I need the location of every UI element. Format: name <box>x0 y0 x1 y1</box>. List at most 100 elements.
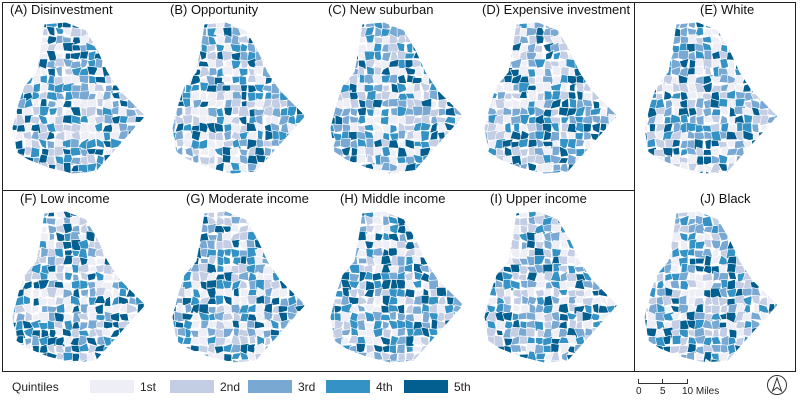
census-tract <box>533 58 547 69</box>
census-tract <box>452 41 464 55</box>
census-tract <box>502 22 515 29</box>
census-tract <box>330 214 336 228</box>
census-tract <box>582 35 595 46</box>
census-tract <box>567 22 577 30</box>
census-tract <box>104 361 115 363</box>
census-tract <box>617 278 618 291</box>
census-tract <box>330 22 336 29</box>
census-tract <box>237 35 250 44</box>
census-tract <box>582 215 594 228</box>
census-tract <box>435 76 448 86</box>
census-tract <box>172 162 177 174</box>
census-tract <box>494 51 506 63</box>
census-tract <box>287 146 298 156</box>
census-tract <box>694 42 706 53</box>
census-tract <box>134 98 146 109</box>
census-tract <box>576 34 585 46</box>
census-tract <box>598 162 611 174</box>
census-tract <box>757 334 770 346</box>
census-tract <box>272 352 281 363</box>
census-tract <box>231 319 240 329</box>
census-tract <box>339 50 350 61</box>
census-tract <box>101 211 114 219</box>
census-tract <box>765 288 778 299</box>
census-tract <box>421 240 430 249</box>
census-tract <box>460 59 464 68</box>
census-tract <box>342 22 353 29</box>
census-tract <box>239 22 251 30</box>
census-tract <box>574 239 586 252</box>
census-tract <box>783 42 790 54</box>
census-tract <box>332 164 344 174</box>
census-tract <box>174 321 184 329</box>
census-tract <box>303 130 306 141</box>
census-tract <box>303 211 306 219</box>
census-tract <box>765 123 778 133</box>
census-tract <box>598 25 610 38</box>
census-tract <box>182 337 193 345</box>
census-tract <box>645 318 658 331</box>
census-tract <box>654 43 666 52</box>
census-tract <box>136 351 144 363</box>
census-tract <box>662 170 674 174</box>
census-tract <box>405 335 414 348</box>
census-tract <box>332 49 344 62</box>
census-tract <box>615 215 618 228</box>
census-tract <box>248 361 257 363</box>
census-tract <box>223 353 233 362</box>
panel-title: (C) New suburban <box>328 2 434 17</box>
census-tract <box>396 304 405 315</box>
legend-title: Quintiles <box>12 380 59 394</box>
census-tract <box>605 319 617 331</box>
census-tract <box>573 22 585 30</box>
census-tract <box>150 92 158 100</box>
census-tract <box>444 337 457 346</box>
census-tract <box>553 286 561 298</box>
census-tract <box>735 22 746 29</box>
census-tract <box>493 230 505 242</box>
census-tract <box>119 59 130 69</box>
census-tract <box>597 359 608 363</box>
census-tract <box>625 29 630 38</box>
census-tract <box>615 287 618 299</box>
census-tract <box>118 232 130 242</box>
census-tract <box>702 358 713 363</box>
census-tract <box>605 82 616 92</box>
census-tract <box>622 296 630 307</box>
census-tract <box>340 271 351 281</box>
census-tract <box>484 61 490 71</box>
census-tract <box>773 28 778 38</box>
census-tract <box>679 170 690 174</box>
census-tract <box>62 241 73 250</box>
census-tract <box>215 131 224 141</box>
census-tract <box>535 280 546 289</box>
census-tract <box>142 247 146 258</box>
census-tract <box>29 25 42 37</box>
census-tract <box>488 22 498 30</box>
census-tract <box>16 173 27 174</box>
census-tract <box>758 26 769 38</box>
census-tract <box>534 231 544 244</box>
census-tract <box>404 52 416 60</box>
census-tract <box>134 146 145 158</box>
census-tract <box>182 173 193 174</box>
census-tract <box>332 254 345 267</box>
census-tract <box>624 45 630 53</box>
census-tract <box>182 231 193 244</box>
census-tract <box>461 304 464 315</box>
census-tract <box>504 122 512 134</box>
legend: Quintiles 1st 2nd 3rd 4th 5th <box>12 378 612 398</box>
census-tract <box>79 50 90 60</box>
census-tract <box>485 155 496 166</box>
census-tract <box>294 327 304 339</box>
census-tract <box>606 211 618 220</box>
census-tract <box>453 22 464 30</box>
census-tract <box>363 322 375 329</box>
census-tract <box>608 130 618 142</box>
census-tract <box>342 211 352 217</box>
census-tract <box>31 211 41 219</box>
census-tract <box>111 22 123 28</box>
census-tract <box>14 162 26 172</box>
census-tract <box>422 154 431 166</box>
census-tract <box>484 240 488 250</box>
